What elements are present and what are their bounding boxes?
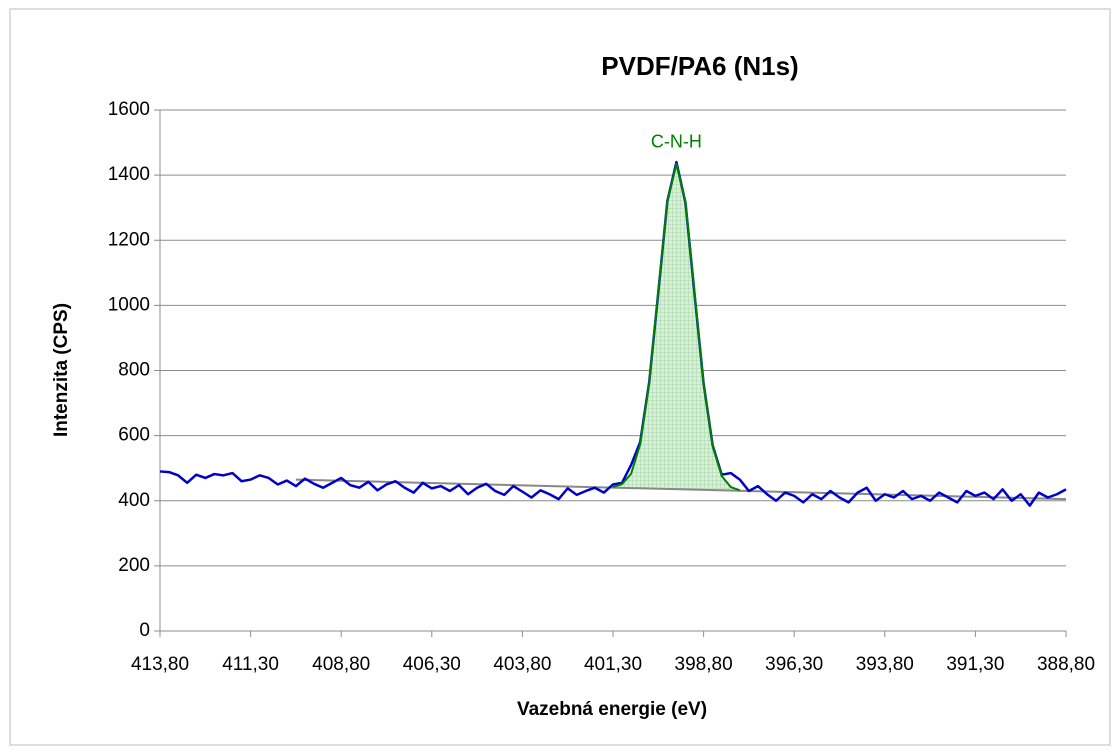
x-tick-label: 388,80 xyxy=(1037,654,1095,675)
x-tick-label: 391,30 xyxy=(946,654,1004,675)
x-tick-label: 398,80 xyxy=(675,654,733,675)
y-axis-label: Intenzita (CPS) xyxy=(51,303,72,437)
y-tick-label: 600 xyxy=(118,425,150,446)
x-tick-label: 403,80 xyxy=(493,654,551,675)
x-tick-label: 401,30 xyxy=(584,654,642,675)
peak-label: C-N-H xyxy=(651,131,702,151)
y-tick-label: 0 xyxy=(139,620,150,641)
chart-title: PVDF/PA6 (N1s) xyxy=(601,51,798,81)
series-line xyxy=(159,160,1067,507)
x-tick-label: 396,30 xyxy=(765,654,823,675)
y-tick-label: 200 xyxy=(118,555,150,576)
x-tick-label: 393,80 xyxy=(856,654,914,675)
y-tick-label: 1600 xyxy=(108,99,150,120)
peak-area xyxy=(613,163,740,491)
y-tick-label: 400 xyxy=(118,490,150,511)
y-tick-label: 1000 xyxy=(108,294,150,315)
chart-frame xyxy=(9,8,1111,746)
y-tick-label: 800 xyxy=(118,360,150,381)
x-tick-label: 411,30 xyxy=(222,654,279,675)
y-tick-label: 1200 xyxy=(108,229,150,250)
y-tick-label: 1400 xyxy=(108,164,150,185)
x-axis-label: Vazebná energie (eV) xyxy=(517,699,707,720)
x-tick-label: 413,80 xyxy=(131,654,189,675)
x-tick-label: 406,30 xyxy=(403,654,461,675)
series-line xyxy=(612,162,741,492)
x-tick-label: 408,80 xyxy=(312,654,370,675)
